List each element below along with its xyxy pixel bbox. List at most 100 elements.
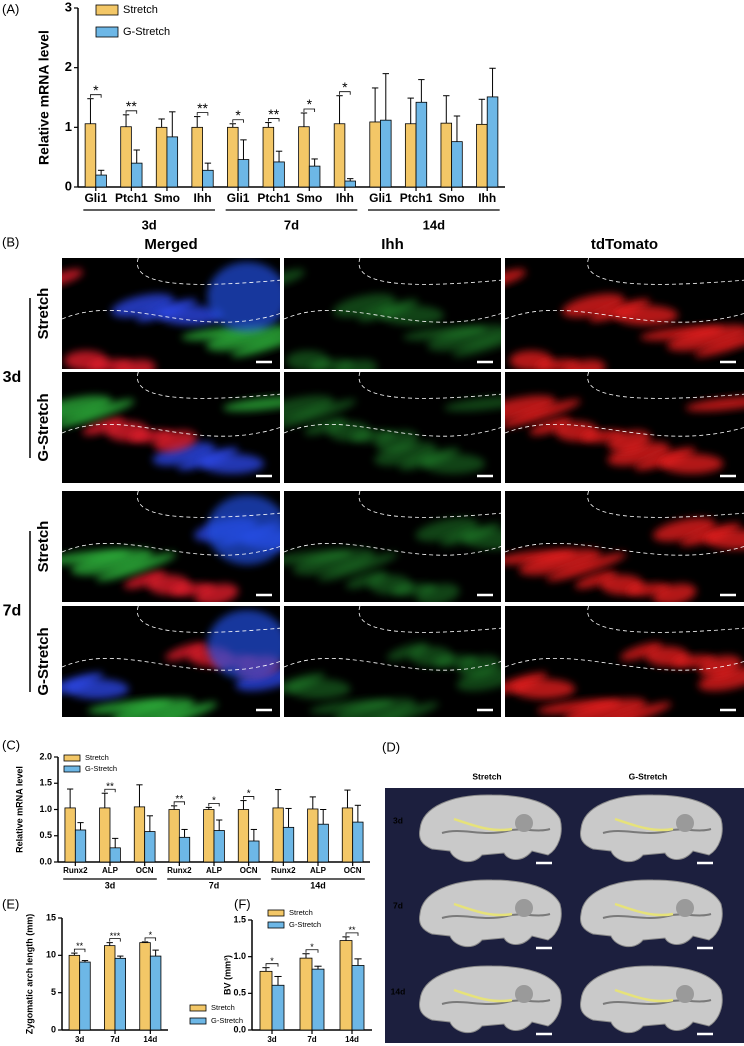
significance-label: * bbox=[212, 796, 216, 807]
orbit bbox=[515, 814, 533, 832]
signal bbox=[112, 698, 195, 717]
y-tick-label: 10 bbox=[46, 950, 56, 960]
bar bbox=[317, 823, 329, 863]
signal bbox=[359, 702, 439, 717]
y-tick-label: 3 bbox=[65, 0, 72, 14]
row-label: 7d bbox=[393, 900, 403, 910]
legend-swatch bbox=[267, 921, 285, 929]
boundary bbox=[358, 372, 501, 399]
legend-label: G-Stretch bbox=[85, 764, 117, 773]
signal bbox=[667, 324, 744, 352]
legend-label: G-Stretch bbox=[123, 26, 170, 38]
panel-label: (F) bbox=[234, 896, 251, 911]
boundary bbox=[587, 258, 744, 285]
legend-swatch bbox=[267, 909, 285, 917]
signal bbox=[518, 548, 602, 576]
signal bbox=[317, 552, 398, 582]
bar bbox=[237, 809, 250, 863]
boundary bbox=[358, 258, 501, 285]
row-label: 14d bbox=[391, 986, 406, 996]
significance-label: * bbox=[307, 96, 313, 112]
row-label: 3d bbox=[393, 815, 403, 825]
signal bbox=[462, 529, 501, 550]
y-tick-label: 0.0 bbox=[39, 856, 52, 866]
boundary bbox=[284, 542, 501, 556]
bar bbox=[298, 126, 310, 188]
column-header: Merged bbox=[144, 236, 197, 253]
bar bbox=[95, 174, 107, 188]
bar bbox=[248, 840, 260, 863]
y-tick-label: 1.5 bbox=[233, 914, 246, 924]
x-tick-label: Runx2 bbox=[271, 866, 296, 875]
panel-label: (B) bbox=[2, 234, 19, 249]
boundary bbox=[137, 372, 280, 399]
x-tick-label: Smo bbox=[439, 191, 465, 205]
y-tick-label: 1.0 bbox=[233, 951, 246, 961]
x-tick-label: ALP bbox=[102, 866, 119, 875]
significance-label: * bbox=[93, 82, 99, 98]
legend-label: Stretch bbox=[211, 1003, 235, 1012]
column-header: Stretch bbox=[472, 771, 501, 781]
x-tick-label: Ihh bbox=[336, 191, 354, 205]
row-label: G-Stretch bbox=[35, 627, 52, 695]
x-tick-label: Runx2 bbox=[167, 866, 192, 875]
y-tick-label: 0.5 bbox=[233, 988, 246, 998]
y-tick-label: 1.0 bbox=[39, 804, 52, 814]
row-label: G-Stretch bbox=[35, 393, 52, 461]
x-tick-label: OCN bbox=[344, 866, 362, 875]
skull bbox=[580, 879, 723, 950]
row-label: Stretch bbox=[35, 521, 52, 573]
x-tick-label: Ihh bbox=[478, 191, 496, 205]
group-label: 7d bbox=[3, 603, 22, 620]
signal bbox=[416, 583, 460, 602]
column-header: G-Stretch bbox=[629, 771, 668, 781]
zygomatic-arch bbox=[453, 988, 513, 1003]
signal bbox=[421, 453, 486, 474]
bar bbox=[64, 807, 76, 863]
bar bbox=[74, 829, 87, 863]
x-tick-label: Ihh bbox=[194, 191, 212, 205]
signal bbox=[415, 517, 479, 542]
nuclei bbox=[207, 609, 280, 680]
y-tick-label: 0.0 bbox=[233, 1024, 246, 1034]
bar bbox=[79, 961, 91, 1031]
signal bbox=[62, 399, 135, 428]
y-tick-label: 0 bbox=[65, 178, 72, 193]
signal bbox=[685, 396, 744, 412]
micrograph bbox=[62, 258, 280, 369]
boundary bbox=[358, 491, 501, 518]
bar bbox=[149, 955, 162, 1031]
bar bbox=[486, 96, 499, 188]
signal bbox=[137, 702, 218, 717]
legend-swatch bbox=[189, 1017, 207, 1025]
orbit bbox=[515, 985, 533, 1003]
significance-bracket bbox=[345, 932, 359, 936]
group-label: 14d bbox=[310, 880, 326, 890]
x-tick-label: Ptch1 bbox=[115, 191, 148, 205]
signal bbox=[374, 442, 437, 466]
signal bbox=[82, 417, 125, 436]
group-label: 3d bbox=[105, 880, 116, 890]
micrograph-content bbox=[284, 606, 501, 717]
significance-bracket bbox=[305, 949, 319, 953]
boundary bbox=[137, 491, 280, 518]
significance-bracket bbox=[267, 118, 280, 122]
signal bbox=[620, 642, 663, 661]
bar bbox=[213, 830, 225, 863]
signal bbox=[704, 529, 744, 550]
orbit bbox=[676, 985, 694, 1003]
panel-label: (C) bbox=[2, 737, 20, 752]
significance-label: * bbox=[235, 107, 241, 123]
bar bbox=[308, 165, 321, 188]
bar bbox=[120, 126, 132, 188]
bar bbox=[271, 984, 285, 1031]
signal bbox=[591, 702, 672, 717]
signal bbox=[158, 305, 223, 326]
signal bbox=[607, 430, 651, 452]
legend-swatch bbox=[63, 754, 81, 762]
y-axis-label: Zygomatic arch length (mm) bbox=[24, 914, 34, 1035]
significance-label: ** bbox=[348, 925, 356, 935]
bar bbox=[237, 159, 250, 188]
zygomatic-arch bbox=[453, 902, 513, 917]
x-tick-label: Ptch1 bbox=[257, 191, 290, 205]
